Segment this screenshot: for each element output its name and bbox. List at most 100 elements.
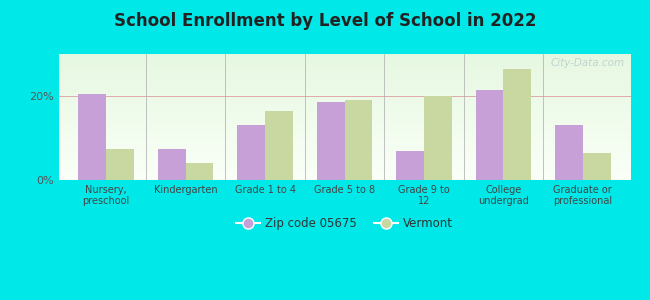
Bar: [317, 102, 345, 180]
Bar: [476, 90, 503, 180]
Bar: [58, 156, 630, 157]
Bar: [58, 179, 630, 180]
Bar: [58, 123, 630, 124]
Bar: [58, 97, 630, 98]
Bar: [58, 132, 630, 134]
Bar: [58, 116, 630, 117]
Bar: [58, 166, 630, 167]
Bar: [58, 79, 630, 80]
Bar: [58, 91, 630, 92]
Bar: [58, 122, 630, 123]
Bar: [58, 104, 630, 106]
Bar: [58, 172, 630, 174]
Bar: [58, 80, 630, 82]
Bar: [58, 137, 630, 138]
Bar: [58, 85, 630, 87]
Bar: [555, 125, 583, 180]
Bar: [58, 100, 630, 102]
Bar: [58, 103, 630, 104]
Bar: [58, 106, 630, 107]
Bar: [58, 74, 630, 75]
Bar: [58, 136, 630, 137]
Bar: [58, 155, 630, 156]
Bar: [58, 67, 630, 68]
Bar: [58, 87, 630, 88]
Bar: [58, 154, 630, 155]
Bar: [58, 128, 630, 130]
Bar: [58, 127, 630, 128]
Bar: [58, 82, 630, 83]
Bar: [396, 151, 424, 180]
Bar: [58, 96, 630, 97]
Bar: [158, 148, 186, 180]
Bar: [58, 58, 630, 59]
Legend: Zip code 05675, Vermont: Zip code 05675, Vermont: [231, 212, 458, 235]
Bar: [58, 107, 630, 108]
Bar: [583, 153, 610, 180]
Bar: [58, 169, 630, 170]
Bar: [58, 70, 630, 72]
Bar: [58, 147, 630, 148]
Bar: [106, 148, 134, 180]
Bar: [79, 94, 106, 180]
Bar: [58, 138, 630, 140]
Bar: [58, 94, 630, 96]
Bar: [58, 171, 630, 172]
Bar: [58, 84, 630, 86]
Bar: [58, 102, 630, 103]
Bar: [58, 60, 630, 62]
Bar: [58, 134, 630, 135]
Bar: [58, 72, 630, 73]
Text: City-Data.com: City-Data.com: [551, 58, 625, 68]
Bar: [58, 151, 630, 152]
Bar: [344, 100, 372, 180]
Bar: [58, 174, 630, 175]
Bar: [58, 92, 630, 93]
Bar: [186, 163, 213, 180]
Bar: [58, 69, 630, 70]
Bar: [58, 130, 630, 131]
Bar: [58, 119, 630, 121]
Bar: [58, 161, 630, 162]
Bar: [58, 121, 630, 122]
Bar: [58, 98, 630, 99]
Bar: [58, 150, 630, 151]
Bar: [58, 126, 630, 127]
Bar: [58, 164, 630, 165]
Bar: [265, 111, 293, 180]
Bar: [58, 54, 630, 55]
Bar: [58, 68, 630, 69]
Bar: [58, 118, 630, 119]
Bar: [58, 167, 630, 169]
Bar: [58, 176, 630, 178]
Bar: [58, 65, 630, 67]
Bar: [58, 89, 630, 91]
Bar: [58, 124, 630, 126]
Bar: [424, 96, 452, 180]
Bar: [58, 108, 630, 110]
Bar: [58, 140, 630, 141]
Bar: [58, 157, 630, 159]
Bar: [58, 113, 630, 115]
Bar: [58, 131, 630, 132]
Bar: [58, 170, 630, 171]
Bar: [58, 165, 630, 166]
Bar: [58, 63, 630, 64]
Bar: [58, 160, 630, 161]
Bar: [58, 78, 630, 79]
Bar: [58, 146, 630, 147]
Bar: [58, 159, 630, 160]
Bar: [58, 142, 630, 143]
Bar: [58, 152, 630, 154]
Bar: [58, 99, 630, 101]
Bar: [58, 162, 630, 164]
Bar: [58, 145, 630, 146]
Bar: [58, 93, 630, 94]
Bar: [58, 135, 630, 136]
Bar: [58, 117, 630, 118]
Bar: [58, 110, 630, 111]
Text: School Enrollment by Level of School in 2022: School Enrollment by Level of School in …: [114, 12, 536, 30]
Bar: [58, 61, 630, 63]
Bar: [58, 143, 630, 145]
Bar: [58, 178, 630, 179]
